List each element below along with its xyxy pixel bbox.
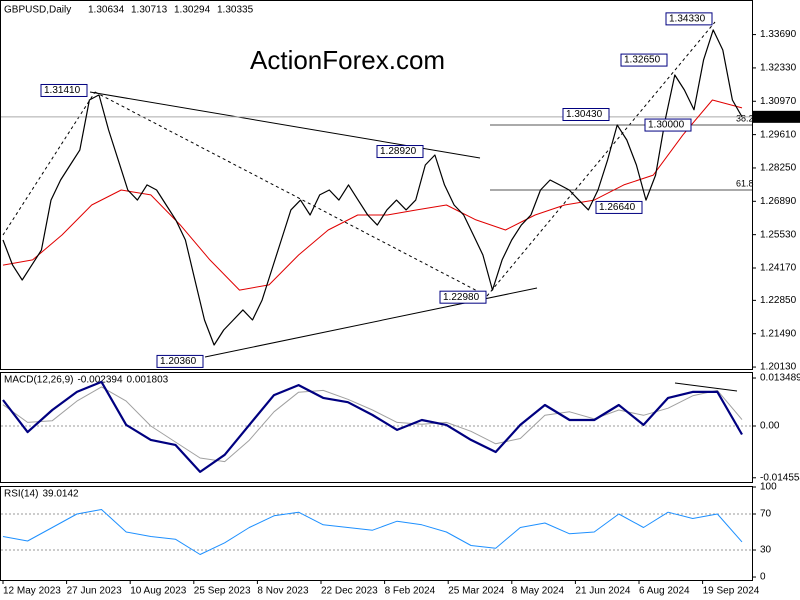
pivot-box bbox=[439, 290, 487, 304]
y-tick-label: 100 bbox=[760, 482, 777, 493]
x-tick-label: 19 Sep 2024 bbox=[703, 586, 760, 597]
pivot-label: 1.31410 bbox=[44, 85, 81, 96]
price-box bbox=[752, 110, 800, 123]
x-tick-label: 12 May 2023 bbox=[3, 586, 61, 597]
y-tick-label: 0 bbox=[760, 572, 766, 583]
x-tick-label: 25 Mar 2024 bbox=[448, 586, 505, 597]
y-tick-label: -0.014554 bbox=[760, 472, 800, 483]
rsi-panel bbox=[0, 486, 753, 581]
pivot-label: 1.20360 bbox=[160, 356, 197, 367]
pivot-box bbox=[40, 83, 88, 97]
y-tick-label: 70 bbox=[760, 509, 772, 520]
x-tick-label: 27 Jun 2023 bbox=[67, 586, 122, 597]
pivot-label: 1.30000 bbox=[648, 120, 685, 131]
pivot-box bbox=[376, 145, 424, 159]
x-tick-label: 21 Jun 2024 bbox=[575, 586, 630, 597]
y-tick-label: 1.30970 bbox=[760, 96, 797, 107]
pivot-label: 1.22980 bbox=[443, 292, 480, 303]
pivot-box bbox=[562, 108, 610, 122]
y-tick-label: 1.26890 bbox=[760, 196, 797, 207]
symbol: GBPUSD,Daily bbox=[4, 5, 71, 16]
fib-label: 61.8 bbox=[736, 178, 754, 188]
pivot-label: 1.30430 bbox=[566, 109, 603, 120]
high: 1.30713 bbox=[131, 5, 168, 16]
macd-title: MACD(12,26,9) bbox=[4, 375, 73, 386]
y-tick-label: 1.32330 bbox=[760, 63, 797, 74]
x-tick-label: 8 Feb 2024 bbox=[385, 586, 436, 597]
pivot-box bbox=[665, 12, 713, 26]
fib-label: 38.2 bbox=[736, 113, 754, 123]
x-tick-label: 10 Aug 2023 bbox=[130, 586, 187, 597]
panel-borders bbox=[0, 0, 753, 581]
pivot-box bbox=[156, 354, 204, 368]
y-tick-label: 1.33690 bbox=[760, 29, 797, 40]
pivot-box bbox=[644, 118, 692, 132]
price-box-label: 1.30335 bbox=[757, 111, 794, 122]
y-tick-label: 1.28250 bbox=[760, 163, 797, 174]
signal-value: 0.001803 bbox=[127, 375, 169, 386]
macd-panel bbox=[0, 372, 753, 483]
y-tick-label: 1.25530 bbox=[760, 229, 797, 240]
series-line bbox=[2, 380, 743, 473]
close: 1.30335 bbox=[217, 5, 254, 16]
rsi-title: RSI(14) bbox=[4, 489, 38, 500]
y-tick-label: 0.013489 bbox=[760, 373, 800, 384]
pivot-box bbox=[595, 200, 643, 214]
series-line bbox=[2, 509, 743, 555]
y-tick-label: 1.29610 bbox=[760, 129, 797, 140]
trendline bbox=[2, 91, 96, 236]
x-tick-label: 25 Sep 2023 bbox=[194, 586, 251, 597]
y-tick-label: 1.22850 bbox=[760, 295, 797, 306]
low: 1.30294 bbox=[174, 5, 211, 16]
series-line bbox=[2, 99, 743, 291]
macd-value: -0.002394 bbox=[77, 375, 122, 386]
x-tick-label: 22 Dec 2023 bbox=[321, 586, 378, 597]
x-tick-label: 8 Nov 2023 bbox=[257, 586, 309, 597]
series-line bbox=[2, 29, 743, 346]
trendline bbox=[94, 91, 488, 297]
series-line bbox=[2, 386, 743, 463]
y-tick-label: 1.24170 bbox=[760, 263, 797, 274]
pivot-label: 1.28920 bbox=[380, 146, 417, 157]
pivot-label: 1.26640 bbox=[599, 202, 636, 213]
y-tick-label: 1.21490 bbox=[760, 328, 797, 339]
trendline bbox=[674, 382, 738, 392]
x-tick-label: 6 Aug 2024 bbox=[639, 586, 690, 597]
x-tick-label: 8 May 2024 bbox=[512, 586, 565, 597]
y-tick-label: 1.20130 bbox=[760, 362, 797, 373]
price-panel bbox=[0, 0, 753, 370]
pivot-label: 1.32650 bbox=[624, 55, 661, 66]
pivot-label: 1.34330 bbox=[669, 14, 706, 25]
open: 1.30634 bbox=[88, 5, 125, 16]
pivot-box bbox=[620, 53, 668, 67]
rsi-value: 39.0142 bbox=[42, 489, 79, 500]
y-tick-label: 30 bbox=[760, 545, 772, 556]
y-tick-label: 0.00 bbox=[760, 421, 780, 432]
watermark: ActionForex.com bbox=[250, 45, 445, 75]
